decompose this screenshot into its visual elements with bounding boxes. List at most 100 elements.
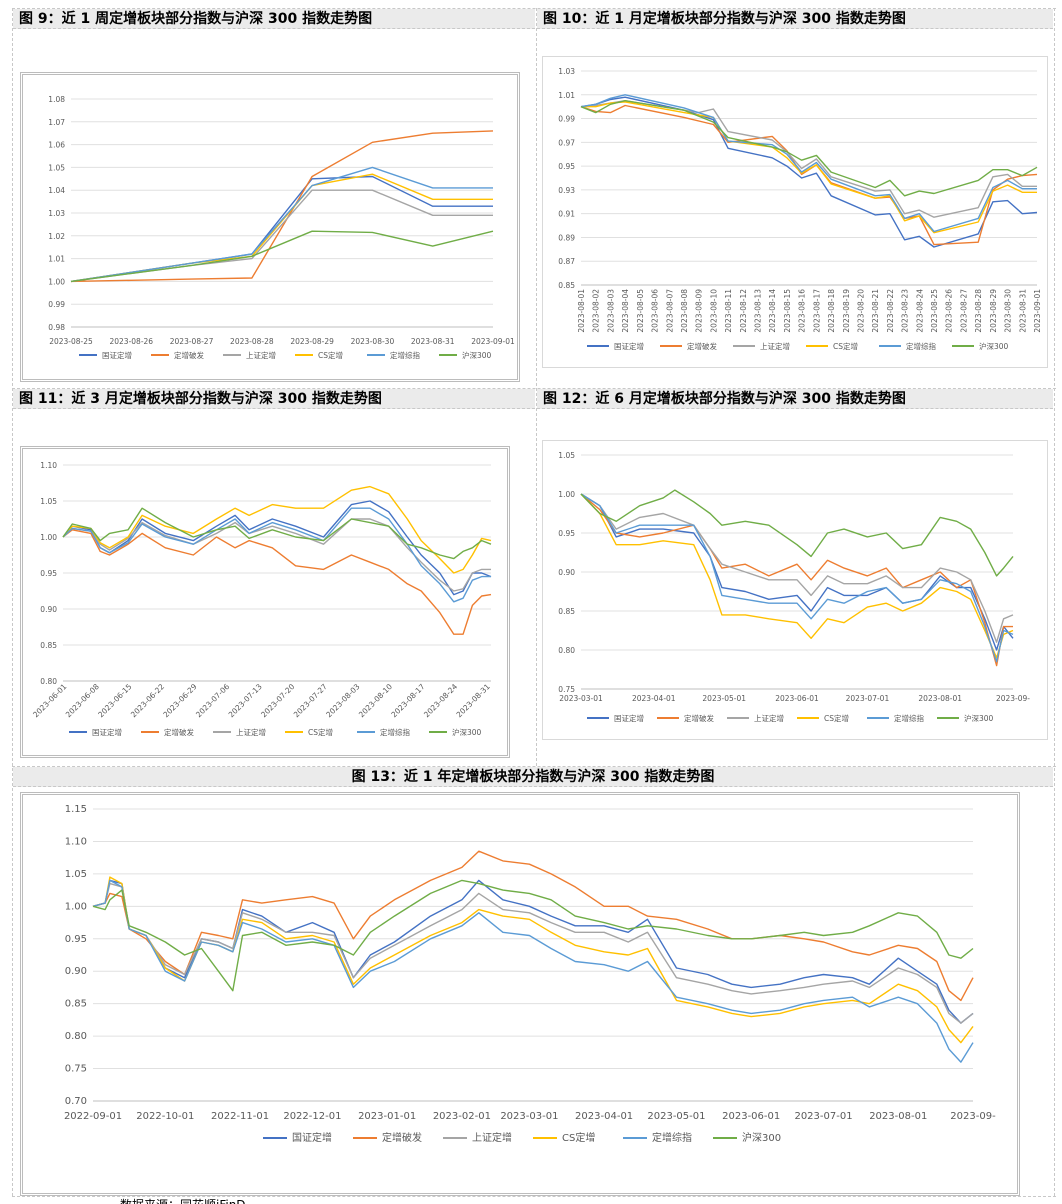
legend-label: CS定增 bbox=[824, 713, 849, 723]
y-tick-label: 0.75 bbox=[558, 685, 575, 694]
grid-line-right bbox=[1054, 8, 1055, 1196]
figure-9-svg: 0.98 0.99 1.00 1.01 1.02 1.03 1.04 1.05 1.06 1.07… bbox=[48, 95, 515, 360]
legend-label: 沪深300 bbox=[462, 350, 492, 360]
y-tick-label: 1.15 bbox=[65, 804, 87, 815]
grid-line-mid1 bbox=[12, 388, 1056, 389]
x-tick-label: 2023-08-19 bbox=[842, 289, 851, 333]
x-tick-label: 2023-08-08 bbox=[680, 289, 689, 333]
y-tick-label: 0.98 bbox=[48, 323, 65, 332]
x-tick-label: 2023-06-29 bbox=[161, 682, 198, 719]
grid-line-mid2 bbox=[12, 766, 1056, 767]
x-tick-label: 2023-08-02 bbox=[592, 289, 601, 333]
x-tick-label: 2023-08-24 bbox=[915, 289, 924, 333]
x-tick-label: 2023-07-01 bbox=[794, 1111, 852, 1122]
legend-label: 沪深300 bbox=[979, 341, 1009, 351]
series-line-4 bbox=[62, 485, 492, 574]
y-tick-label: 0.80 bbox=[65, 1031, 87, 1042]
x-tick-label: 2023-09- bbox=[950, 1111, 996, 1122]
y-tick-label: 1.06 bbox=[48, 141, 65, 150]
x-tick-label: 2023-05-01 bbox=[647, 1111, 705, 1122]
x-tick-label: 2023-08-09 bbox=[695, 289, 704, 333]
series-line-5 bbox=[92, 879, 974, 1063]
legend-label: 沪深300 bbox=[964, 713, 994, 723]
series-line-5 bbox=[580, 493, 1014, 663]
x-tick-label: 2023-08-18 bbox=[827, 289, 836, 333]
x-tick-label: 2023-08-28 bbox=[974, 289, 983, 333]
x-tick-label: 2023-08-26 bbox=[109, 337, 153, 346]
y-tick-label: 0.85 bbox=[65, 999, 87, 1010]
figure-11-chart: 0.80 0.85 0.90 0.95 1.00 1.05 1.10 2023-06-01 20… bbox=[20, 446, 510, 758]
x-tick-label: 2023-08-21 bbox=[871, 289, 880, 333]
y-tick-label: 1.03 bbox=[558, 67, 575, 76]
x-tick-label: 2023-01-01 bbox=[358, 1111, 416, 1122]
x-tick-label: 2023-06-22 bbox=[129, 682, 166, 719]
series-line-5 bbox=[70, 166, 493, 283]
x-tick-label: 2023-08-04 bbox=[621, 289, 630, 333]
figure-13-title: 图 13：近 1 年定增板块部分指数与沪深 300 指数走势图 bbox=[13, 767, 1053, 787]
y-tick-label: 0.80 bbox=[40, 677, 57, 686]
series-line-3 bbox=[92, 882, 974, 1024]
x-tick-label: 2023-09-01 bbox=[1033, 289, 1042, 333]
legend-label: CS定增 bbox=[308, 727, 333, 737]
figure-12-title: 图 12：近 6 月定增板块部分指数与沪深 300 指数走势图 bbox=[537, 389, 1053, 409]
y-tick-label: 0.70 bbox=[65, 1096, 87, 1107]
y-tick-label: 1.04 bbox=[48, 186, 65, 195]
x-tick-label: 2023-08-16 bbox=[798, 289, 807, 333]
x-tick-label: 2023-08-11 bbox=[724, 289, 733, 333]
grid-line-top bbox=[12, 8, 1056, 9]
series-line-1 bbox=[70, 175, 493, 283]
grid-line-left bbox=[12, 8, 13, 1196]
x-tick-label: 2023-08-14 bbox=[768, 289, 777, 333]
figure-12-svg: 0.75 0.80 0.85 0.90 0.95 1.00 1.05 2023-03-01 20… bbox=[558, 451, 1030, 723]
y-tick-label: 0.85 bbox=[558, 607, 575, 616]
x-tick-label: 2023-08-30 bbox=[351, 337, 395, 346]
series-line-1 bbox=[62, 500, 492, 596]
figure-10-svg: 0.85 0.87 0.89 0.91 0.93 0.95 0.97 0.99 1.01 1.03… bbox=[558, 67, 1042, 351]
figure-11-svg: 0.800.850.900.951.001.051.102023-06-0120… bbox=[31, 461, 492, 737]
y-tick-label: 1.05 bbox=[558, 451, 575, 460]
x-tick-label: 2023-07-20 bbox=[259, 682, 296, 719]
y-tick-label: 0.93 bbox=[558, 186, 575, 195]
x-tick-label: 2023-07-13 bbox=[227, 682, 264, 719]
x-tick-label: 2023-08-20 bbox=[856, 289, 865, 333]
series-line-4 bbox=[580, 493, 1014, 659]
series-line-6 bbox=[70, 230, 494, 283]
y-tick-label: 0.99 bbox=[558, 115, 575, 124]
series-line-1 bbox=[92, 879, 974, 1024]
legend-label: 定增破发 bbox=[382, 1131, 422, 1144]
x-tick-label: 2023-04-01 bbox=[575, 1111, 633, 1122]
x-tick-label: 2022-09-01 bbox=[64, 1111, 122, 1122]
y-tick-label: 0.97 bbox=[558, 138, 575, 147]
series-line-5 bbox=[62, 507, 491, 603]
y-tick-label: 0.75 bbox=[65, 1064, 87, 1075]
y-tick-label: 1.01 bbox=[558, 91, 575, 100]
series-line-3 bbox=[62, 518, 491, 592]
x-tick-label: 2023-08-01 bbox=[918, 694, 962, 703]
x-tick-label: 2023-08-07 bbox=[665, 289, 674, 333]
y-tick-label: 0.90 bbox=[40, 605, 57, 614]
legend-label: 定增综指 bbox=[390, 350, 420, 360]
legend-label: 定增破发 bbox=[164, 727, 194, 737]
x-tick-label: 2023-08-29 bbox=[290, 337, 334, 346]
legend-label: 上证定增 bbox=[236, 727, 266, 737]
x-tick-label: 2023-04-01 bbox=[632, 694, 676, 703]
x-tick-label: 2023-08-15 bbox=[783, 289, 792, 333]
legend-label: 沪深300 bbox=[452, 727, 482, 737]
legend-label: 定增综指 bbox=[380, 727, 410, 737]
y-tick-label: 1.07 bbox=[48, 118, 65, 127]
x-tick-label: 2022-11-01 bbox=[211, 1111, 269, 1122]
series-line-1 bbox=[580, 493, 1014, 651]
x-tick-label: 2023-07-06 bbox=[194, 682, 231, 719]
x-tick-label: 2023-08-06 bbox=[651, 289, 660, 333]
x-tick-label: 2023-07-01 bbox=[846, 694, 890, 703]
figure-10-title: 图 10：近 1 月定增板块部分指数与沪深 300 指数走势图 bbox=[537, 9, 1053, 29]
x-tick-label: 2023-06-01 bbox=[775, 694, 819, 703]
x-tick-label: 2023-06-15 bbox=[96, 682, 133, 719]
x-tick-label: 2023-05-01 bbox=[702, 694, 746, 703]
x-tick-label: 2023-08-24 bbox=[422, 682, 459, 719]
figure-9-chart: 0.98 0.99 1.00 1.01 1.02 1.03 1.04 1.05 1.06 1.07… bbox=[20, 72, 520, 382]
series-line-6 bbox=[62, 507, 492, 560]
legend-label: 定增综指 bbox=[894, 713, 924, 723]
legend-label: 定增破发 bbox=[174, 350, 204, 360]
legend-label: 上证定增 bbox=[472, 1131, 512, 1144]
